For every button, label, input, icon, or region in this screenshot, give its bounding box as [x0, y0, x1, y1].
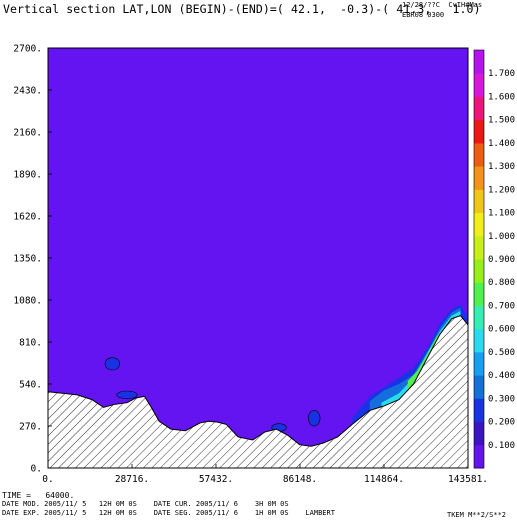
run-id: EBR08 0300 [402, 11, 445, 19]
colorbar-label: 0.100 [488, 441, 515, 451]
colorbar-label: 1.500 [488, 116, 515, 126]
y-tick-label: 270. [19, 422, 42, 433]
y-tick-label: 810. [19, 338, 42, 349]
y-tick-label: 2430. [13, 86, 42, 97]
colorbar-label: 1.700 [488, 69, 515, 79]
colorbar-label: 1.200 [488, 185, 515, 195]
vertical-section-chart: 0. 270. 540. 810. 1080. 1350. 1620. 1890. 2160. 2… [13, 44, 515, 486]
y-tick-label: 1890. [13, 170, 42, 181]
y-tick-label: 2160. [13, 128, 42, 139]
colorbar-swatch [474, 259, 484, 283]
colorbar-swatch [474, 305, 484, 330]
y-tick-label: 1350. [13, 254, 42, 265]
colorbar-swatch [474, 398, 484, 423]
y-tick-label: 1620. [13, 212, 42, 223]
x-tick-label: 0. [42, 474, 53, 485]
tke-blob-2 [116, 390, 138, 400]
run-user: CvIH#Mas [448, 1, 483, 9]
colorbar-label: 1.400 [488, 139, 515, 149]
tke-blob-1 [308, 410, 321, 427]
tke-blob-0 [104, 357, 120, 371]
colorbar-swatch [474, 96, 484, 121]
y-tick-label: 0. [31, 464, 42, 475]
x-tick-label: 86148. [283, 474, 317, 485]
footer-line-exp: DATE EXP. 2005/11/ 5 12H 0M 0S DATE SEG.… [2, 509, 335, 517]
colorbar-swatch [474, 142, 484, 167]
x-tick-label: 28716. [115, 474, 149, 485]
x-tick-label: 114864. [364, 474, 404, 485]
colorbar-swatch [474, 375, 484, 399]
colorbar-swatch [474, 444, 484, 469]
time-value: 64000. [45, 491, 75, 500]
colorbar-swatch [474, 166, 484, 190]
colorbar-label: 1.000 [488, 232, 515, 242]
colorbar-swatch [474, 421, 484, 446]
plot-area [48, 48, 468, 468]
terrain [48, 315, 468, 468]
colorbar: 0.100 0.200 0.300 0.400 0.500 0.600 0.700 0.800… [473, 49, 515, 469]
colorbar-label: 0.800 [488, 278, 515, 288]
axes: 0. 270. 540. 810. 1080. 1350. 1620. 1890. 2160. 2… [13, 44, 488, 486]
colorbar-label: 0.600 [488, 325, 515, 335]
colorbar-swatch [474, 235, 484, 260]
y-tick-label: 1080. [13, 296, 42, 307]
colorbar-swatch [474, 50, 484, 74]
colorbar-label: 1.300 [488, 162, 515, 172]
colorbar-swatch [474, 212, 484, 237]
plot-clipped [48, 48, 468, 468]
y-tick-label: 540. [19, 380, 42, 391]
colorbar-label: 0.900 [488, 255, 515, 265]
colorbar-label: 0.700 [488, 301, 515, 311]
colorbar-label: 0.400 [488, 371, 515, 381]
chart-title: Vertical section LAT,LON (BEGIN)-(END)=(… [3, 2, 481, 16]
colorbar-frame [473, 49, 485, 469]
run-info: 12/28/??C CvIH#Mas EBR08 0300 [402, 0, 482, 20]
colorbar-swatch [474, 119, 484, 144]
x-tick-label: 143581. [448, 474, 488, 485]
run-date: 12/28/??C [402, 1, 440, 9]
colorbar-label: 1.100 [488, 209, 515, 219]
colorbar-swatch [474, 73, 484, 97]
footer-info: TIME = 64000. DATE MOD. 2005/11/ 5 12H 0M… [2, 491, 335, 518]
footer-line-mod: DATE MOD. 2005/11/ 5 12H 0M 0S DATE CUR.… [2, 500, 289, 508]
colorbar-swatch [474, 282, 484, 306]
x-tick-label: 57432. [199, 474, 233, 485]
time-readout: TIME = 64000. [2, 491, 335, 500]
colorbar-swatch [474, 328, 484, 353]
colorbar-label: 0.300 [488, 394, 515, 404]
field-name: TKEM M**2/S**2 [447, 511, 507, 519]
colorbar-label: 0.500 [488, 348, 515, 358]
colorbar-label: 1.600 [488, 92, 515, 102]
y-tick-label: 2700. [13, 44, 42, 55]
colorbar-label: 0.200 [488, 418, 515, 428]
colorbar-swatch [474, 189, 484, 214]
colorbar-swatch [474, 351, 484, 376]
time-label: TIME = [2, 491, 31, 500]
